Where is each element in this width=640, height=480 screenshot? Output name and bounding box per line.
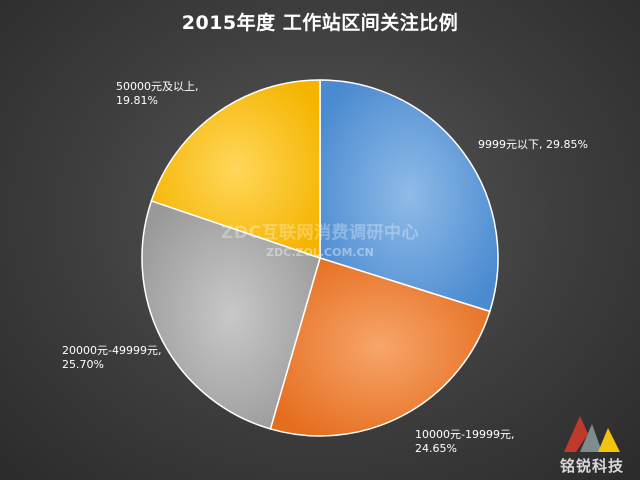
slice-under-9999 [319, 79, 499, 313]
slice-label-under-9999: 9999元以下, 29.85% [478, 138, 588, 151]
logo-text: 铭锐科技 [560, 457, 625, 475]
slice-label-10000-19999: 10000元-19999元, 24.65% [415, 428, 515, 455]
slice-label-20000-49999: 20000元-49999元, 25.70% [62, 344, 162, 371]
watermark-url: ZDC.ZOL.COM.CN [266, 246, 374, 259]
logo-icon [564, 416, 620, 452]
slice-20000-49999 [141, 200, 321, 430]
chart-title: 2015年度 工作站区间关注比例 [181, 12, 459, 34]
watermark-title: ZDC互联网消费调研中心 [221, 223, 419, 243]
slice-10000-19999 [269, 257, 491, 437]
slice-label-50000-plus: 50000元及以上, 19.81% [116, 80, 199, 107]
slice-50000-plus [150, 79, 321, 260]
